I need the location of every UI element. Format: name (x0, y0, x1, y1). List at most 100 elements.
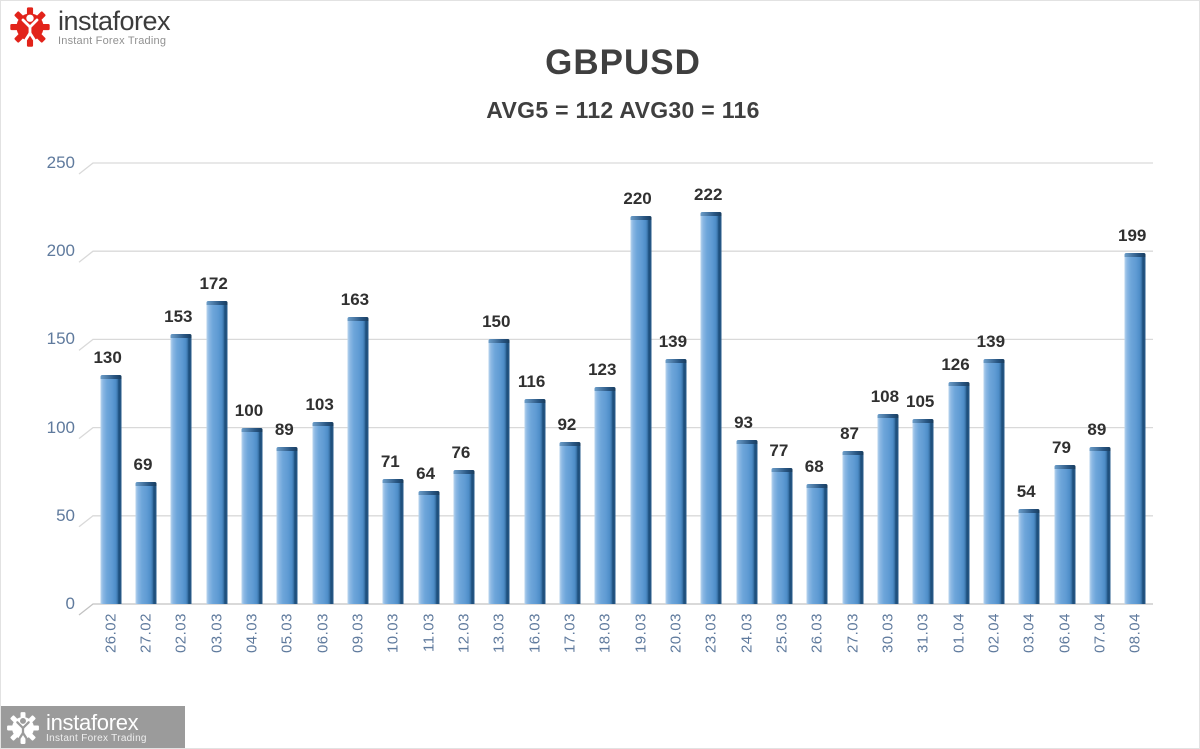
bar-slot: 222 23.03 (694, 163, 729, 653)
person-silhouette (16, 721, 30, 740)
x-tick-label: 23.03 (702, 613, 720, 654)
x-tick-label: 07.04 (1091, 613, 1109, 654)
bar-value-label: 199 (1117, 226, 1147, 245)
brand-name: instaforex (46, 709, 139, 735)
bar-slot: 76 12.03 (446, 163, 481, 653)
bar-slot: 79 06.04 (1047, 163, 1082, 653)
bar-23.03 (700, 212, 722, 604)
x-tick-label: 02.04 (985, 613, 1003, 654)
bar-slot: 139 02.04 (976, 163, 1011, 653)
bar-value-label: 54 (1016, 481, 1036, 501)
x-tick-label: 24.03 (738, 613, 756, 654)
bar-value-label: 68 (804, 457, 824, 476)
bar-25.03 (771, 468, 793, 604)
bar-04.03 (241, 427, 263, 604)
bar-01.04 (948, 381, 970, 604)
bar-plot-area: 130 26.02 69 27.02 153 02.03 172 03.03 100 04.03 8… (93, 163, 1153, 654)
x-tick-label: 01.04 (950, 613, 968, 654)
bar-value-label: 89 (274, 420, 294, 439)
bar-05.03 (276, 447, 298, 604)
bar-02.03 (170, 334, 192, 604)
person-silhouette (21, 18, 39, 41)
x-tick-label: 05.03 (278, 613, 296, 654)
bar-30.03 (877, 413, 899, 604)
x-tick-label: 27.02 (137, 613, 155, 654)
bar-value-label: 79 (1052, 437, 1071, 457)
bar-slot: 69 27.02 (128, 163, 163, 653)
x-tick-label: 17.03 (561, 613, 579, 654)
bar-value-label: 108 (870, 386, 900, 406)
bar-slot: 116 16.03 (517, 163, 552, 653)
bar-value-label: 139 (658, 331, 688, 351)
bar-slot: 108 30.03 (870, 163, 905, 654)
y-tick-label: 250 (46, 153, 75, 172)
instaforex-gear-icon (7, 712, 39, 744)
x-tick-label: 10.03 (384, 613, 402, 654)
bar-slot: 130 26.02 (93, 163, 128, 653)
bar-slot: 77 25.03 (764, 163, 799, 653)
bar-06.04 (1054, 464, 1076, 604)
bar-slot: 64 11.03 (411, 163, 446, 652)
bar-value-label: 100 (234, 400, 264, 420)
brand-name: instaforex (58, 5, 171, 36)
x-tick-label: 09.03 (349, 613, 367, 654)
bar-slot: 153 02.03 (164, 163, 199, 653)
gridline (78, 338, 1153, 351)
bar-slot: 163 09.03 (340, 163, 375, 654)
bar-slot: 68 26.03 (800, 163, 835, 653)
y-tick-label: 100 (46, 417, 75, 437)
brand-tagline: Instant Forex Trading (58, 34, 167, 47)
bar-slot: 100 04.03 (234, 163, 269, 653)
x-tick-label: 16.03 (526, 613, 544, 654)
x-tick-label: 02.03 (172, 613, 190, 654)
bar-value-label: 87 (840, 423, 860, 443)
bar-value-label: 89 (1087, 420, 1107, 439)
bar-value-label: 222 (694, 185, 723, 205)
bar-value-label: 123 (588, 360, 617, 379)
x-tick-label: 03.03 (208, 613, 226, 654)
bar-24.03 (736, 439, 758, 604)
x-tick-label: 30.03 (879, 613, 897, 654)
instaforex-gear-icon (10, 7, 50, 47)
bar-slot: 123 18.03 (588, 163, 623, 653)
bar-19.03 (630, 215, 652, 604)
bar-value-label: 71 (380, 451, 400, 471)
bar-slot: 220 19.03 (623, 163, 658, 653)
x-tick-label: 20.03 (667, 613, 685, 654)
x-tick-label: 18.03 (596, 613, 614, 654)
bar-value-label: 116 (517, 372, 546, 392)
x-tick-label: 31.03 (914, 613, 932, 654)
bar-slot: 71 10.03 (376, 163, 411, 653)
bar-value-label: 69 (133, 455, 153, 475)
bar-value-label: 64 (416, 464, 436, 484)
bar-11.03 (418, 491, 440, 604)
bar-value-label: 92 (557, 414, 577, 434)
x-tick-label: 12.03 (455, 613, 473, 654)
y-tick-label: 0 (65, 594, 75, 613)
gridline (78, 426, 1153, 440)
bar-slot: 89 05.03 (270, 163, 305, 653)
x-tick-label: 06.04 (1056, 613, 1074, 654)
y-tick-label: 200 (46, 241, 75, 261)
gridline (78, 162, 1153, 175)
gridline (78, 250, 1153, 263)
bar-31.03 (912, 418, 934, 604)
bar-slot: 199 08.04 (1117, 163, 1153, 653)
bar-value-label: 130 (93, 347, 122, 367)
bar-03.03 (206, 300, 228, 604)
gridline (78, 515, 1153, 528)
bar-value-label: 139 (976, 331, 1006, 351)
x-tick-label: 25.03 (773, 613, 791, 654)
bar-slot: 92 17.03 (552, 163, 587, 653)
bar-17.03 (559, 441, 581, 604)
x-tick-label: 11.03 (420, 613, 438, 652)
instaforex-logo-bottom: instaforex Instant Forex Trading (1, 706, 185, 748)
bar-value-label: 93 (734, 412, 754, 432)
x-tick-label: 26.03 (808, 613, 826, 654)
bar-27.03 (842, 450, 864, 604)
bar-02.04 (983, 358, 1005, 604)
bar-slot: 105 31.03 (906, 163, 941, 653)
bar-slot: 172 03.03 (199, 163, 234, 653)
x-tick-label: 03.04 (1020, 613, 1038, 654)
